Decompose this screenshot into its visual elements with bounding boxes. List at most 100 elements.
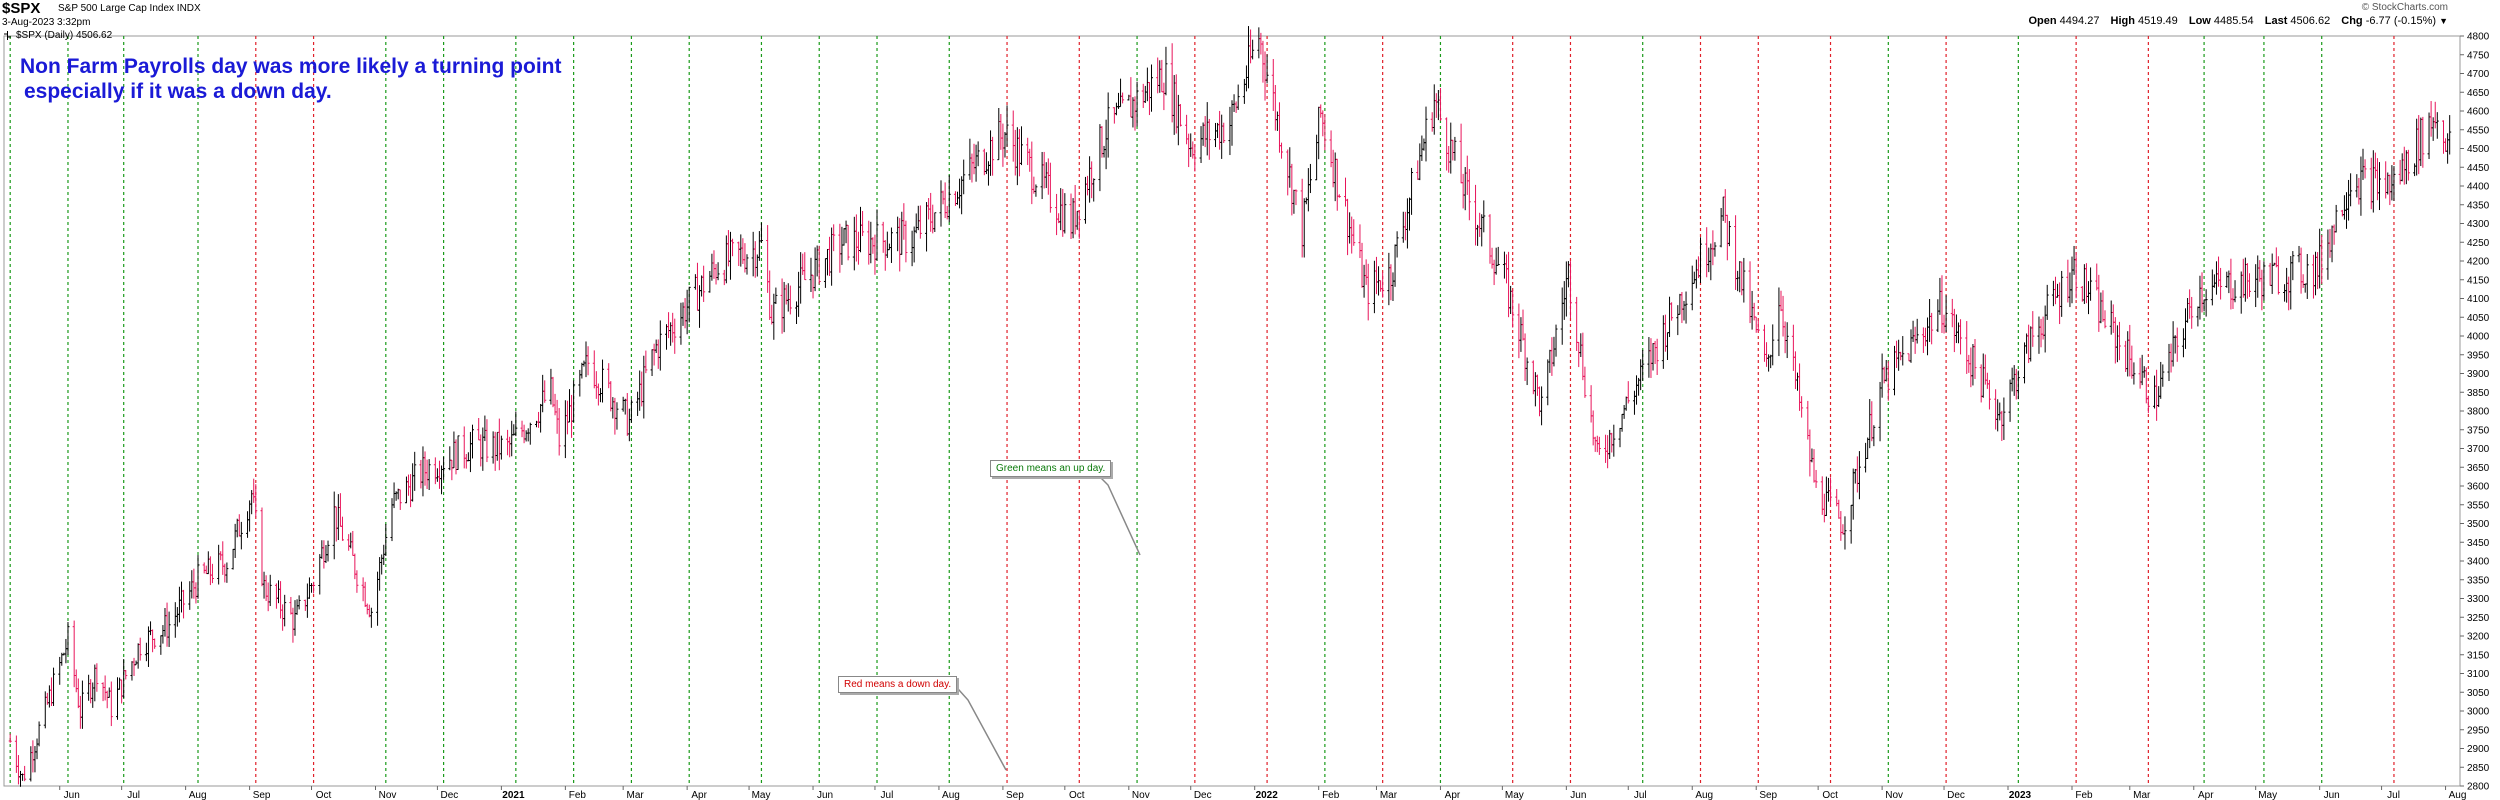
x-tick-label: 2023: [2009, 790, 2032, 800]
x-tick-label: Mar: [2133, 790, 2151, 800]
x-tick-label: Jun: [64, 790, 80, 800]
y-tick-label: 4250: [2467, 238, 2490, 249]
symbol-description: S&P 500 Large Cap Index INDX: [58, 3, 201, 14]
y-tick-label: 4350: [2467, 200, 2490, 211]
y-tick-label: 4450: [2467, 163, 2490, 174]
open-value: 4494.27: [2059, 15, 2100, 27]
y-tick-label: 3200: [2467, 632, 2490, 643]
x-tick-label: Jul: [127, 790, 140, 800]
y-tick-label: 3050: [2467, 688, 2490, 699]
ohlc-bars: [8, 26, 2452, 787]
x-tick-label: Nov: [1132, 790, 1150, 800]
y-tick-label: 3850: [2467, 388, 2490, 399]
x-tick-label: Aug: [1695, 790, 1713, 800]
x-tick-label: Mar: [627, 790, 645, 800]
x-tick-label: Jul: [2387, 790, 2400, 800]
x-tick-label: May: [752, 790, 771, 800]
last-label: Last: [2264, 15, 2288, 27]
x-tick-label: Oct: [316, 790, 332, 800]
low-value: 4485.54: [2213, 15, 2254, 27]
y-tick-label: 4050: [2467, 313, 2490, 324]
green-note: Green means an up day.: [990, 460, 1112, 477]
x-tick-label: Jul: [1634, 790, 1647, 800]
y-tick-label: 2850: [2467, 763, 2490, 774]
y-tick-label: 4300: [2467, 219, 2490, 230]
symbol-label: $SPX: [2, 0, 41, 17]
y-tick-label: 2800: [2467, 782, 2490, 793]
legend-ohlc-icon: [4, 31, 11, 40]
headline-line-2: especially if it was a down day.: [24, 80, 332, 103]
x-tick-label: Feb: [2075, 790, 2093, 800]
x-tick-label: Mar: [1380, 790, 1398, 800]
y-tick-label: 4650: [2467, 88, 2490, 99]
legend-label: $SPX (Daily) 4506.62: [16, 30, 113, 41]
x-tick-label: Jun: [817, 790, 833, 800]
y-tick-label: 4400: [2467, 182, 2490, 193]
x-tick-label: Nov: [379, 790, 397, 800]
y-tick-label: 3100: [2467, 669, 2490, 680]
high-label: High: [2110, 15, 2135, 27]
x-tick-label: Aug: [942, 790, 960, 800]
y-tick-label: 3150: [2467, 650, 2490, 661]
x-tick-label: May: [2258, 790, 2277, 800]
y-tick-label: 4150: [2467, 275, 2490, 286]
x-tick-label: Dec: [1947, 790, 1965, 800]
high-value: 4519.49: [2138, 15, 2178, 27]
x-tick-label: Feb: [569, 790, 587, 800]
y-axis: 4800 4750 4700 4650 4600 4550 4500 4450 4400 4350…: [2460, 32, 2490, 793]
x-tick-label: Apr: [691, 790, 707, 800]
x-tick-label: Oct: [1069, 790, 1085, 800]
y-tick-label: 4800: [2467, 32, 2490, 43]
chg-value: -6.77 (-0.15%): [2365, 15, 2437, 27]
x-tick-label: Feb: [1322, 790, 1340, 800]
chg-label: Chg: [2341, 15, 2363, 27]
y-tick-label: 3950: [2467, 350, 2490, 361]
x-tick-label: 2022: [1256, 790, 1279, 800]
y-tick-label: 4750: [2467, 50, 2490, 61]
x-tick-label: Jul: [881, 790, 894, 800]
chevron-down-icon[interactable]: ▼: [2439, 16, 2448, 26]
headline-annotation: Non Farm Payrolls day was more likely a …: [20, 54, 561, 104]
y-tick-label: 3900: [2467, 369, 2490, 380]
x-tick-label: Sep: [1759, 790, 1777, 800]
y-tick-label: 3650: [2467, 463, 2490, 474]
x-tick-label: Aug: [189, 790, 207, 800]
x-tick-label: Oct: [1822, 790, 1838, 800]
y-tick-label: 4500: [2467, 144, 2490, 155]
x-tick-label: 2021: [502, 790, 525, 800]
plot-area: [3, 35, 2461, 787]
y-tick-label: 3300: [2467, 594, 2490, 605]
y-tick-label: 3250: [2467, 613, 2490, 624]
quote-panel: Open 4494.27 High 4519.49 Low 4485.54 La…: [2028, 15, 2448, 27]
timestamp: 3-Aug-2023 3:32pm: [2, 17, 91, 28]
y-tick-label: 4000: [2467, 332, 2490, 343]
y-tick-label: 2950: [2467, 725, 2490, 736]
y-tick-label: 4600: [2467, 107, 2490, 118]
x-tick-label: Sep: [253, 790, 271, 800]
y-tick-label: 4100: [2467, 294, 2490, 305]
y-tick-label: 3500: [2467, 519, 2490, 530]
x-tick-label: Dec: [1194, 790, 1212, 800]
open-label: Open: [2028, 15, 2057, 27]
x-axis: Jun Jul Aug Sep Oct Nov Dec 2021 Feb Mar Apr May Jun…: [59, 786, 2467, 800]
x-tick-label: Sep: [1006, 790, 1024, 800]
x-tick-label: Dec: [441, 790, 459, 800]
x-tick-label: Jun: [2324, 790, 2340, 800]
y-tick-label: 3400: [2467, 557, 2490, 568]
y-tick-label: 2900: [2467, 744, 2490, 755]
red-note: Red means a down day.: [838, 676, 958, 693]
x-tick-label: Apr: [2198, 790, 2214, 800]
y-tick-label: 4550: [2467, 125, 2490, 136]
y-tick-label: 3800: [2467, 407, 2490, 418]
y-tick-label: 3750: [2467, 425, 2490, 436]
y-tick-label: 3450: [2467, 538, 2490, 549]
low-label: Low: [2188, 15, 2211, 27]
credit-label: © StockCharts.com: [2361, 2, 2448, 13]
y-tick-label: 4200: [2467, 257, 2490, 268]
y-tick-label: 3350: [2467, 575, 2490, 586]
x-tick-label: Apr: [1445, 790, 1461, 800]
y-tick-label: 3600: [2467, 482, 2490, 493]
x-tick-label: Aug: [2449, 790, 2467, 800]
y-tick-label: 3550: [2467, 500, 2490, 511]
